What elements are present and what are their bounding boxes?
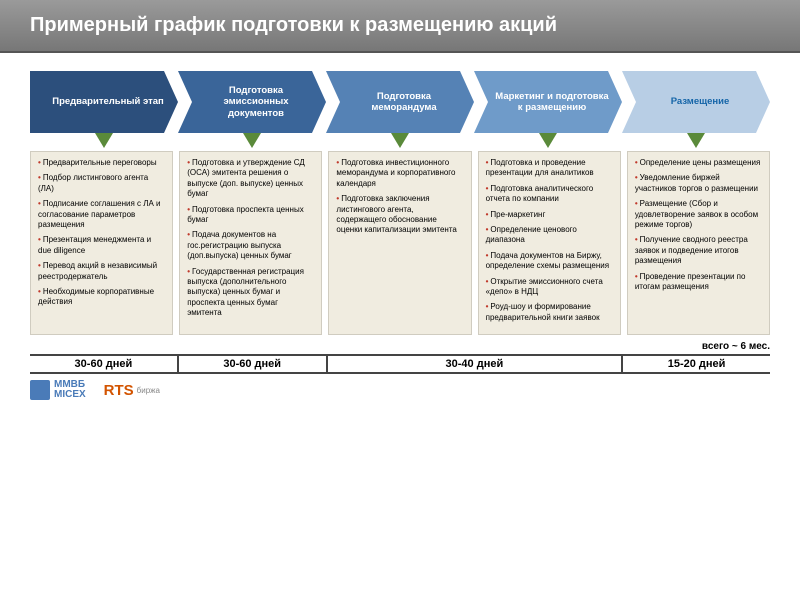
column-1: •Предварительные переговоры•Подбор листи… <box>30 151 173 335</box>
arrow-down-icon <box>243 133 261 148</box>
arrow-stage-3: Подготовка меморандума <box>326 71 474 133</box>
arrow-stage-5: Размещение <box>622 71 770 133</box>
timeline: 30-60 дней 30-60 дней 30-40 дней 15-20 д… <box>30 354 770 374</box>
columns: •Предварительные переговоры•Подбор листи… <box>30 151 770 335</box>
timeline-seg: 15-20 дней <box>623 356 770 372</box>
arrow-stage-1: Предварительный этап <box>30 71 178 133</box>
header: Примерный график подготовки к размещению… <box>0 0 800 53</box>
arrow-down-icon <box>539 133 557 148</box>
page-title: Примерный график подготовки к размещению… <box>30 14 770 37</box>
mmvb-icon <box>30 380 50 400</box>
rts-sub: биржа <box>137 386 160 395</box>
arrow-down-icon <box>391 133 409 148</box>
timeline-seg: 30-60 дней <box>30 356 179 372</box>
column-5: •Определение цены размещения•Уведомление… <box>627 151 770 335</box>
process-arrows: Предварительный этап Подготовка эмиссион… <box>30 71 770 133</box>
arrow-label: Подготовка меморандума <box>344 91 464 114</box>
mmvb-text: ММВБMICEX <box>54 380 86 400</box>
arrow-label: Маркетинг и подготовка к размещению <box>492 91 612 114</box>
mmvb-logo: ММВБMICEX <box>30 380 86 400</box>
column-3: •Подготовка инвестиционного меморандума … <box>328 151 471 335</box>
rts-text: RTS <box>104 382 134 399</box>
timeline-seg: 30-60 дней <box>179 356 328 372</box>
arrow-label: Предварительный этап <box>52 96 164 107</box>
arrow-label: Размещение <box>671 96 730 107</box>
total-duration: всего ~ 6 мес. <box>30 341 770 352</box>
rts-logo: RTS биржа <box>104 382 160 399</box>
arrow-stage-2: Подготовка эмиссионных документов <box>178 71 326 133</box>
arrow-down-icon <box>95 133 113 148</box>
column-2: •Подготовка и утверждение СД (ОСА) эмите… <box>179 151 322 335</box>
logos: ММВБMICEX RTS биржа <box>30 380 770 400</box>
arrow-down-icon <box>687 133 705 148</box>
column-4: •Подготовка и проведение презентации для… <box>478 151 621 335</box>
arrow-stage-4: Маркетинг и подготовка к размещению <box>474 71 622 133</box>
arrow-label: Подготовка эмиссионных документов <box>196 85 316 119</box>
timeline-seg: 30-40 дней <box>328 356 624 372</box>
